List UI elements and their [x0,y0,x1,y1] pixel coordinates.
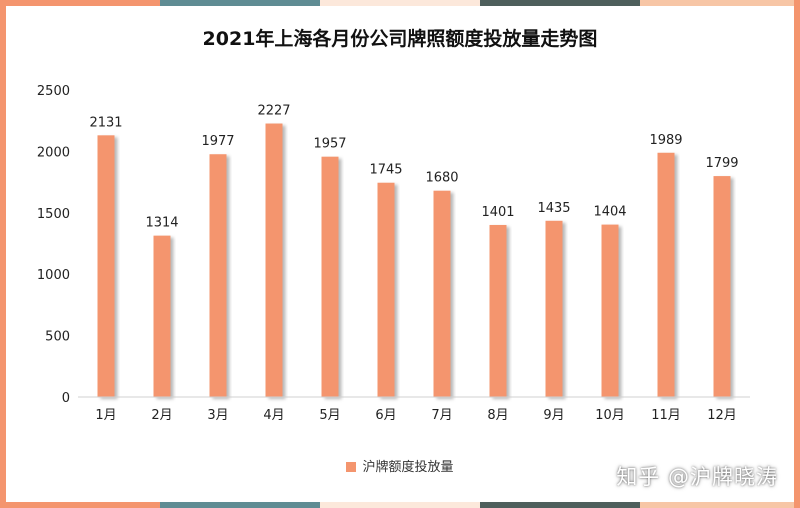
x-tick-label: 6月 [375,408,396,423]
bar [209,154,227,397]
bar-series: 2131 1314 1977 2227 1957 1745 1680 1401 1435 1404… [89,104,739,397]
frame-segment [160,502,320,508]
data-label: 2227 [257,104,290,119]
right-frame-strip [794,0,800,508]
bar [489,224,507,397]
frame-segment [480,0,640,6]
x-tick-label: 11月 [651,408,681,423]
bar [545,220,563,397]
data-label: 1314 [145,216,178,231]
y-tick-label: 1500 [37,207,70,222]
chart-title: 2021年上海各月份公司牌照额度投放量走势图 [202,28,598,50]
frame-segment [0,502,160,508]
bar [601,224,619,397]
bottom-frame-strip [0,502,800,508]
data-label: 1404 [593,205,626,220]
legend-swatch [346,462,357,472]
y-tick-label: 2500 [37,84,70,99]
data-label: 2131 [89,115,122,130]
y-tick-label: 0 [62,391,70,406]
watermark-text: 知乎 @沪牌晓涛 [616,465,778,489]
data-label: 1989 [649,133,682,148]
left-frame-strip [0,0,6,508]
y-axis: 0 500 1000 1500 2000 2500 [37,84,70,406]
bar [433,190,451,397]
bar [97,135,115,397]
data-label: 1435 [537,201,570,216]
top-frame-strip [0,0,800,6]
data-label: 1745 [369,163,402,178]
frame-segment [640,502,800,508]
x-tick-label: 12月 [707,408,737,423]
x-tick-label: 9月 [543,408,564,423]
bar [265,123,283,397]
bar [153,235,171,397]
data-label: 1977 [201,134,234,149]
data-label: 1680 [425,171,458,186]
frame-segment [320,0,480,6]
legend-label: 沪牌额度投放量 [362,460,454,475]
bar [377,182,395,397]
x-tick-label: 3月 [207,408,228,423]
x-tick-label: 1月 [95,408,116,423]
frame-segment [480,502,640,508]
frame-segment [320,502,480,508]
bar [321,156,339,397]
x-axis: 1月 2月 3月 4月 5月 6月 7月 8月 9月 10月 11月 12月 [78,396,750,423]
frame-segment [0,0,160,6]
x-tick-label: 8月 [487,408,508,423]
data-label: 1401 [481,205,514,220]
data-label: 1957 [313,137,346,152]
bar [657,152,675,397]
x-tick-label: 2月 [151,408,172,423]
x-tick-label: 5月 [319,408,340,423]
data-label: 1799 [705,156,738,171]
y-tick-label: 500 [45,330,70,345]
frame-segment [160,0,320,6]
x-tick-label: 10月 [595,408,625,423]
frame-segment [640,0,800,6]
x-tick-label: 7月 [431,408,452,423]
y-tick-label: 1000 [37,268,70,283]
x-tick-label: 4月 [263,408,284,423]
y-tick-label: 2000 [37,145,70,160]
bar [713,176,731,397]
legend: 沪牌额度投放量 [0,456,800,475]
